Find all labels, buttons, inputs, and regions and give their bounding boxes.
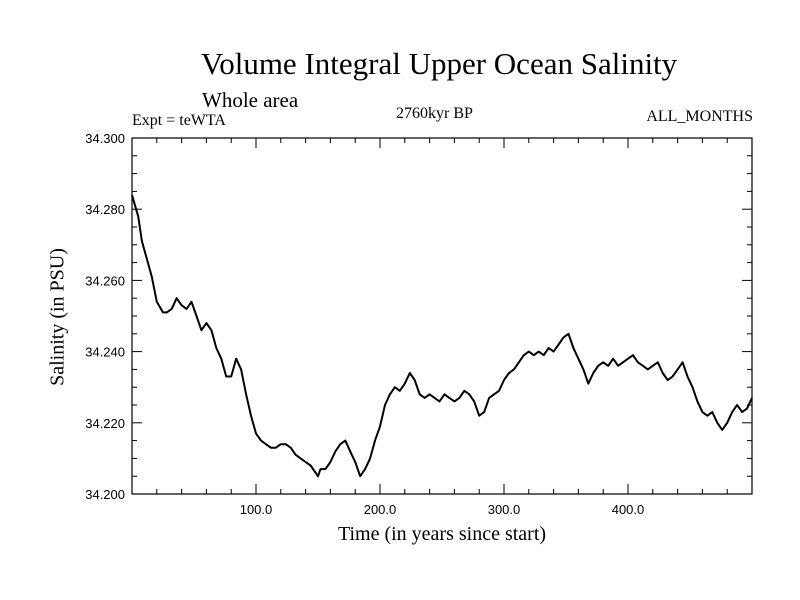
plot-frame bbox=[131, 137, 753, 495]
x-axis-label: Time (in years since start) bbox=[337, 523, 547, 545]
experiment-label: Expt = teWTA bbox=[132, 112, 226, 129]
x-tick-label: 100.0 bbox=[240, 502, 273, 517]
y-tick-label: 34.280 bbox=[85, 202, 125, 217]
tick-labels: 100.0 200.0 300.0 400.0 34.200 34.220 34.240 34… bbox=[85, 131, 644, 517]
y-tick-label: 34.240 bbox=[85, 345, 125, 360]
salinity-series-line bbox=[131, 194, 753, 478]
y-tick-label: 34.200 bbox=[85, 487, 125, 502]
months-label: ALL_MONTHS bbox=[646, 108, 753, 125]
chart-title: Volume Integral Upper Ocean Salinity bbox=[200, 46, 678, 81]
y-tick-label: 34.260 bbox=[85, 273, 125, 288]
chart-subtitle: Whole area bbox=[202, 88, 299, 112]
x-tick-label: 200.0 bbox=[364, 502, 397, 517]
y-tick-label: 34.220 bbox=[85, 416, 125, 431]
y-tick-label: 34.300 bbox=[85, 131, 125, 146]
period-label: 2760kyr BP bbox=[396, 105, 473, 122]
x-tick-label: 300.0 bbox=[488, 502, 521, 517]
tick-marks bbox=[132, 137, 752, 495]
x-tick-label: 400.0 bbox=[612, 502, 645, 517]
